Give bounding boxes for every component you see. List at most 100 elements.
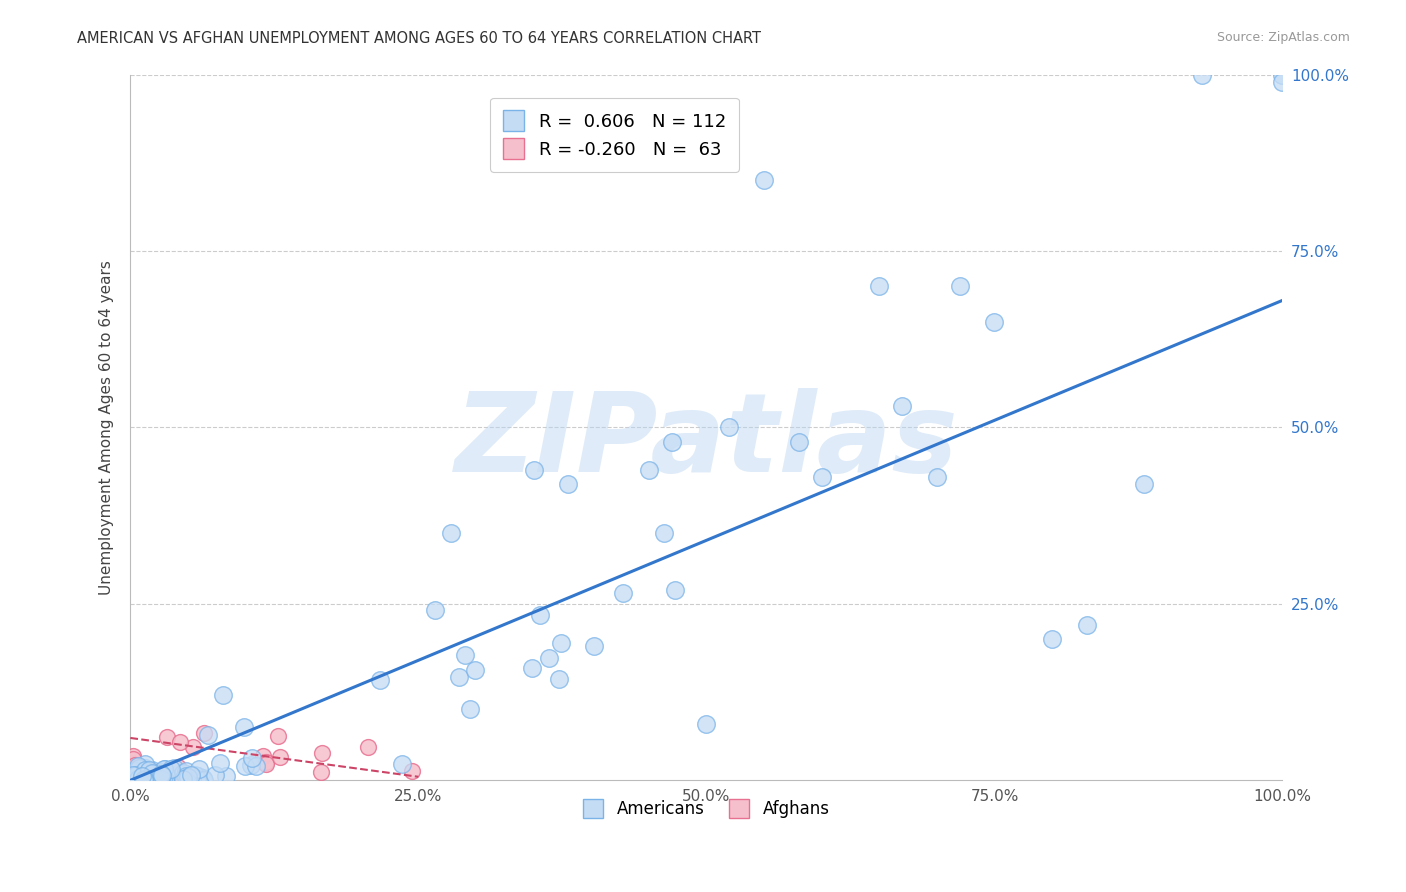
Point: [136, 767, 159, 781]
Point: [204, 768, 226, 782]
Point: [131, 772, 153, 787]
Point: [127, 758, 149, 772]
Point: [174, 764, 197, 778]
Point: [868, 279, 890, 293]
Point: [520, 661, 543, 675]
Point: [138, 763, 160, 777]
Point: [122, 768, 145, 782]
Point: [357, 740, 380, 755]
Point: [925, 470, 948, 484]
Point: [127, 772, 149, 787]
Point: [173, 766, 195, 780]
Point: [132, 773, 155, 788]
Point: [1271, 74, 1294, 88]
Point: [134, 761, 156, 775]
Point: [146, 766, 169, 780]
Point: [125, 764, 148, 778]
Point: [149, 771, 172, 785]
Point: [150, 768, 173, 782]
Point: [269, 749, 291, 764]
Point: [891, 399, 914, 413]
Point: [136, 768, 159, 782]
Point: [121, 752, 143, 766]
Point: [121, 772, 143, 787]
Point: [550, 636, 572, 650]
Point: [695, 716, 717, 731]
Point: [122, 771, 145, 785]
Point: [141, 765, 163, 780]
Point: [135, 766, 157, 780]
Point: [235, 759, 257, 773]
Point: [172, 766, 194, 780]
Point: [138, 772, 160, 786]
Point: [254, 756, 277, 770]
Point: [135, 771, 157, 785]
Point: [149, 772, 172, 787]
Point: [162, 772, 184, 786]
Point: [153, 772, 176, 787]
Point: [152, 763, 174, 777]
Point: [153, 766, 176, 780]
Point: [1040, 632, 1063, 647]
Point: [149, 768, 172, 782]
Point: [136, 772, 159, 786]
Point: [128, 773, 150, 788]
Point: [134, 766, 156, 780]
Point: [138, 772, 160, 786]
Point: [132, 772, 155, 787]
Point: [267, 729, 290, 743]
Point: [537, 651, 560, 665]
Point: [134, 772, 156, 787]
Point: [129, 772, 152, 787]
Point: [138, 769, 160, 783]
Point: [122, 764, 145, 779]
Point: [254, 756, 277, 771]
Point: [131, 769, 153, 783]
Point: [454, 648, 477, 662]
Point: [191, 771, 214, 785]
Point: [124, 757, 146, 772]
Point: [121, 756, 143, 770]
Point: [120, 772, 142, 787]
Point: [174, 769, 197, 783]
Point: [139, 772, 162, 786]
Point: [141, 771, 163, 785]
Point: [163, 761, 186, 775]
Point: [155, 763, 177, 777]
Point: [212, 689, 235, 703]
Point: [557, 476, 579, 491]
Point: [460, 702, 482, 716]
Point: [612, 586, 634, 600]
Point: [652, 526, 675, 541]
Text: ZIPatlas: ZIPatlas: [454, 388, 959, 495]
Point: [186, 772, 208, 786]
Point: [125, 765, 148, 780]
Point: [135, 765, 157, 780]
Point: [125, 767, 148, 781]
Point: [810, 470, 832, 484]
Point: [149, 764, 172, 779]
Point: [1271, 68, 1294, 82]
Point: [664, 583, 686, 598]
Text: Source: ZipAtlas.com: Source: ZipAtlas.com: [1216, 31, 1350, 45]
Point: [125, 767, 148, 781]
Point: [440, 526, 463, 541]
Point: [134, 771, 156, 785]
Point: [184, 767, 207, 781]
Point: [193, 725, 215, 739]
Point: [149, 772, 172, 786]
Point: [122, 772, 145, 786]
Point: [187, 769, 209, 783]
Point: [120, 771, 142, 785]
Point: [252, 749, 274, 764]
Point: [125, 772, 148, 787]
Point: [128, 768, 150, 782]
Point: [129, 765, 152, 780]
Point: [142, 773, 165, 788]
Point: [787, 434, 810, 449]
Point: [138, 769, 160, 783]
Point: [141, 763, 163, 777]
Point: [122, 770, 145, 784]
Point: [193, 773, 215, 788]
Point: [311, 747, 333, 761]
